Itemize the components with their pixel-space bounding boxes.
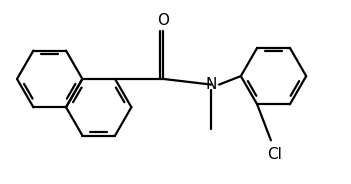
Text: N: N <box>206 77 217 92</box>
Text: Cl: Cl <box>267 147 282 162</box>
Text: O: O <box>157 13 169 28</box>
